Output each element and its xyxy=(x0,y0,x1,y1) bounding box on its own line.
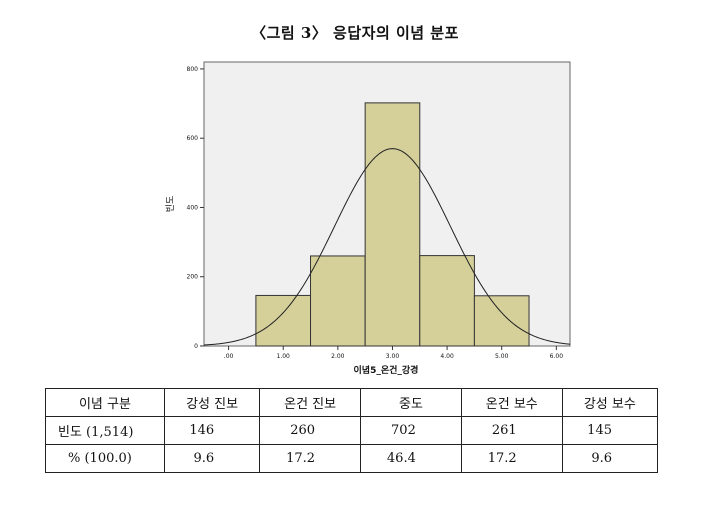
histogram-bar xyxy=(364,102,421,347)
table-cell: 17.2 xyxy=(259,444,362,473)
y-tick-label: 200 xyxy=(187,274,199,281)
table-cell: 145 xyxy=(561,416,659,445)
table-cell: 17.2 xyxy=(460,444,563,473)
y-tick-label: 400 xyxy=(187,204,199,211)
table-cell: 260 xyxy=(259,416,362,445)
normal-curve xyxy=(203,148,571,346)
x-tick-label: 1.00 xyxy=(277,353,291,360)
header-cell: 중도 xyxy=(360,388,462,417)
figure-title: 〈그림 3〉 응답자의 이념 분포 xyxy=(251,24,459,42)
table-header-row: 이념 구분 강성 진보 온건 진보 중도 온건 보수 강성 보수 xyxy=(45,388,659,417)
histogram-bar xyxy=(255,294,312,347)
header-cell: 온건 보수 xyxy=(460,388,563,417)
table-row: % (100.0) 9.6 17.2 46.4 17.2 9.6 xyxy=(45,444,659,473)
table-cell: 702 xyxy=(360,416,462,445)
histogram-bar xyxy=(310,255,366,347)
table-cell: 9.6 xyxy=(163,444,261,473)
table-cell: 261 xyxy=(460,416,563,445)
header-cell: 강성 진보 xyxy=(163,388,261,417)
x-tick-label: 6.00 xyxy=(550,353,564,360)
row-label: 빈도 (1,514) xyxy=(45,416,165,445)
y-axis-label: 빈도 xyxy=(165,196,176,213)
x-tick-label: 5.00 xyxy=(495,353,509,360)
x-tick-label: .00 xyxy=(224,353,234,360)
header-cell: 온건 진보 xyxy=(259,388,362,417)
row-label: % (100.0) xyxy=(45,444,165,473)
table-cell: 46.4 xyxy=(360,444,462,473)
x-tick-label: 4.00 xyxy=(440,353,454,360)
table-row: 빈도 (1,514) 146 260 702 261 145 xyxy=(45,416,659,445)
distribution-table: 이념 구분 강성 진보 온건 진보 중도 온건 보수 강성 보수 빈도 (1,5… xyxy=(45,388,659,473)
table-cell: 146 xyxy=(163,416,261,445)
table-cell: 9.6 xyxy=(561,444,659,473)
header-cell: 강성 보수 xyxy=(561,388,659,417)
y-tick-label: 600 xyxy=(187,135,199,142)
histogram-chart: 0 200 400 600 800 .00 1.00 2.00 3.00 4.00 5.00 6.0… xyxy=(165,61,571,376)
x-tick-label: 2.00 xyxy=(331,353,345,360)
histogram-bar xyxy=(473,295,530,347)
y-tick-label: 0 xyxy=(194,343,198,350)
y-tick-label: 800 xyxy=(187,66,199,73)
x-axis-label: 이념5_온건_강경 xyxy=(354,364,419,376)
histogram-bar xyxy=(419,255,475,347)
header-cell: 이념 구분 xyxy=(45,388,165,417)
x-tick-label: 3.00 xyxy=(386,353,400,360)
